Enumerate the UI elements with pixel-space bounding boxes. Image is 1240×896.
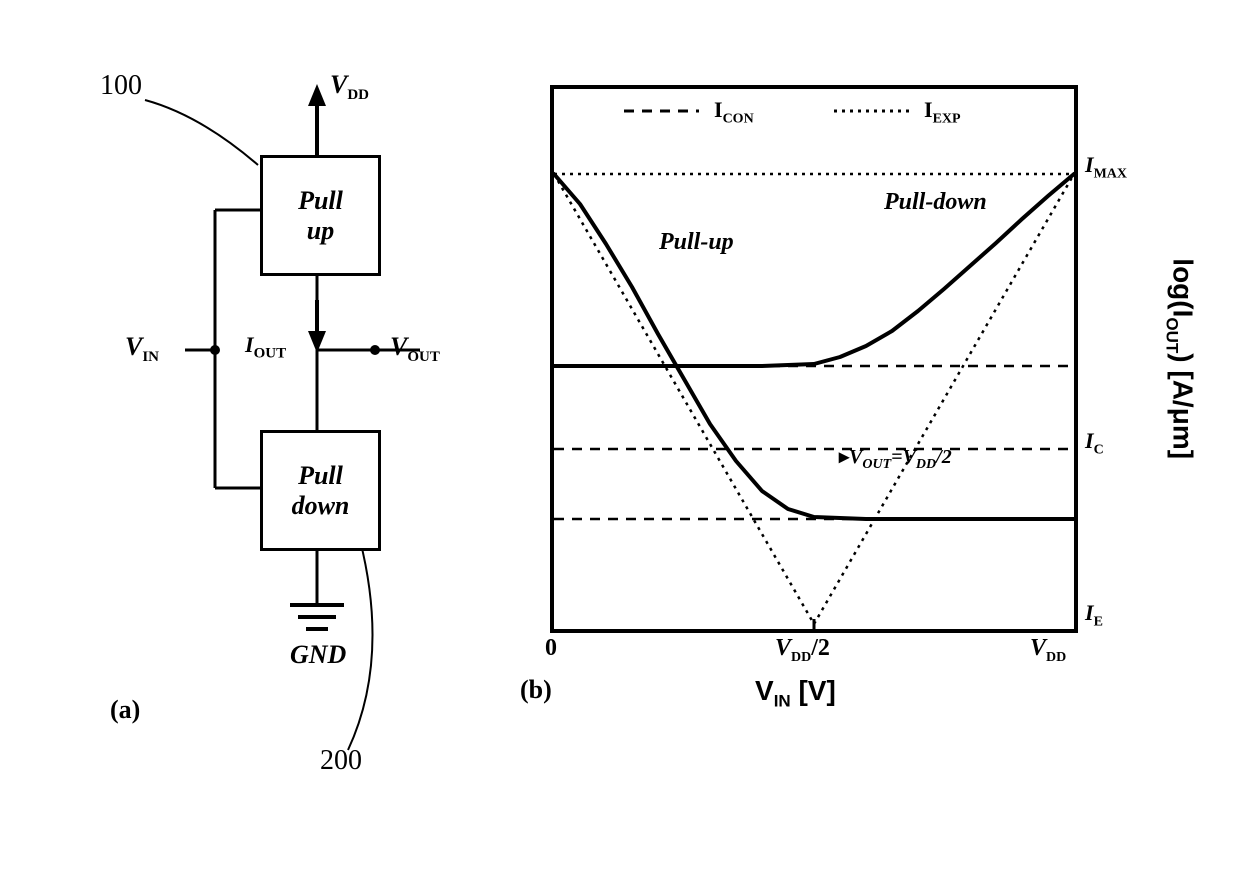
ytick-imax: IMAX	[1085, 152, 1127, 182]
legend-svg	[554, 89, 1074, 134]
pullup-annotation: Pull-up	[659, 229, 734, 256]
chart-frame: ICON IEXP Pull-up Pull-down ▸VOUT=VDD/2	[550, 85, 1078, 633]
legend-iexp: IEXP	[924, 97, 961, 127]
vout-label: VOUT	[390, 332, 440, 366]
vout-eq-annotation: ▸VOUT=VDD/2	[839, 444, 952, 473]
chart-svg	[554, 89, 1074, 629]
vin-label: VIN	[125, 332, 159, 366]
legend-icon: ICON	[714, 97, 754, 127]
xtick-max: VDD	[1030, 635, 1066, 666]
ref-pulldown: 200	[320, 745, 362, 777]
pullup-box: Pull up	[260, 155, 381, 276]
xtick-mid: VDD/2	[775, 635, 830, 666]
ytick-ie: IE	[1085, 600, 1103, 630]
xtick-zero: 0	[545, 635, 557, 662]
pulldown-text: Pull down	[292, 461, 350, 521]
pullup-text: Pull up	[298, 186, 343, 246]
y-axis-label: log(IOUT) [A/μm]	[1162, 258, 1199, 478]
pulldown-annotation: Pull-down	[884, 189, 987, 216]
x-axis-label: VIN [V]	[755, 675, 836, 712]
ref-pullup: 100	[100, 70, 142, 102]
gnd-label: GND	[290, 640, 346, 670]
circuit-diagram: 100 VDD Pull up VIN IOUT VOUT Pull down …	[90, 60, 450, 780]
panel-a-label: (a)	[110, 695, 140, 725]
ytick-ic: IC	[1085, 428, 1104, 458]
iout-label: IOUT	[245, 332, 286, 362]
panel-b-label: (b)	[520, 675, 552, 705]
pulldown-box: Pull down	[260, 430, 381, 551]
vdd-label: VDD	[330, 70, 369, 104]
chart-panel: ICON IEXP Pull-up Pull-down ▸VOUT=VDD/2 …	[510, 80, 1150, 740]
